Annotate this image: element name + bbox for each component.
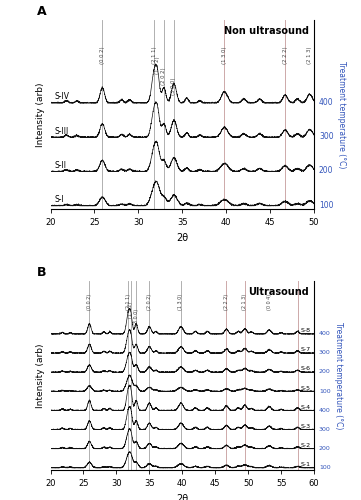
Text: (2 1 1): (2 1 1): [152, 46, 157, 64]
Text: (3 0 0): (3 0 0): [134, 308, 139, 324]
Text: (1 1 2): (1 1 2): [129, 302, 134, 318]
Y-axis label: Intensity (arb): Intensity (arb): [36, 343, 45, 407]
Y-axis label: Treatment temperature (°C): Treatment temperature (°C): [334, 322, 343, 429]
Text: Ultrasound: Ultrasound: [248, 286, 309, 296]
Text: S-I: S-I: [55, 195, 65, 204]
Text: S-IV: S-IV: [55, 92, 70, 102]
Text: (2 0 2): (2 0 2): [161, 67, 166, 84]
Text: S-5: S-5: [301, 386, 311, 390]
Text: (3 0 0): (3 0 0): [171, 77, 177, 94]
Text: S-1: S-1: [301, 462, 311, 467]
Text: S-6: S-6: [301, 366, 311, 372]
Y-axis label: Treatment temperature (°C): Treatment temperature (°C): [337, 61, 346, 168]
Text: S-2: S-2: [301, 443, 311, 448]
X-axis label: 2θ: 2θ: [176, 494, 188, 500]
Text: (2 1 3): (2 1 3): [242, 294, 247, 310]
Text: Non ultrasound: Non ultrasound: [224, 26, 309, 36]
Text: (0 0 4): (0 0 4): [267, 294, 272, 310]
Text: (2 2 2): (2 2 2): [224, 294, 229, 310]
Text: S-7: S-7: [301, 348, 311, 352]
Text: (0 0 2): (0 0 2): [100, 46, 105, 64]
X-axis label: 2θ: 2θ: [176, 232, 188, 242]
Text: (1 1 2): (1 1 2): [155, 57, 160, 74]
Text: (2 0 2): (2 0 2): [147, 294, 152, 310]
Text: B: B: [38, 266, 47, 279]
Text: (1 3 0): (1 3 0): [178, 294, 183, 310]
Text: S-II: S-II: [55, 161, 67, 170]
Text: (1 3 0): (1 3 0): [222, 47, 227, 64]
Text: (0 0 2): (0 0 2): [87, 294, 92, 310]
Text: (2 1 3): (2 1 3): [307, 47, 312, 64]
Text: S-8: S-8: [301, 328, 311, 333]
Y-axis label: Intensity (arb): Intensity (arb): [36, 82, 45, 147]
Text: S-4: S-4: [301, 404, 311, 409]
Text: (2 1 1): (2 1 1): [126, 294, 131, 310]
Text: A: A: [38, 5, 47, 18]
Text: S-3: S-3: [301, 424, 311, 429]
Text: (2 2 2): (2 2 2): [283, 46, 288, 64]
Text: S-III: S-III: [55, 126, 69, 136]
